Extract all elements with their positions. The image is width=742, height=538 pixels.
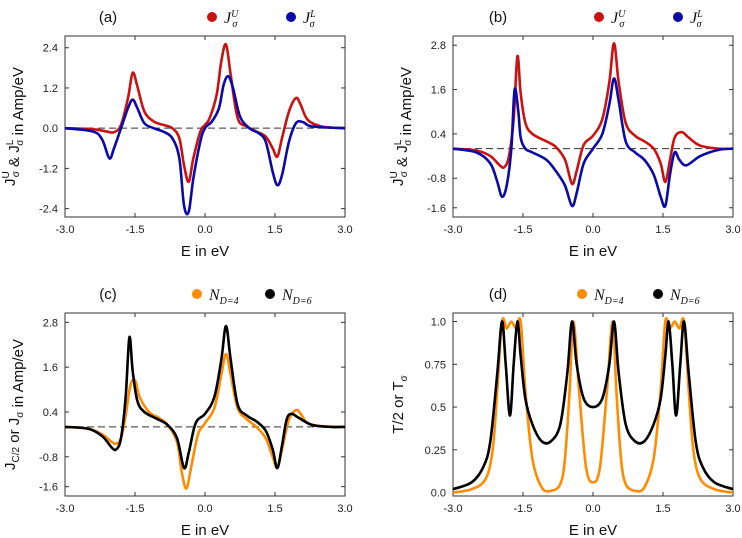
series-line-0 — [452, 316, 734, 494]
y-axis-label: JUσ & JLσ in Amp/eV — [389, 67, 415, 186]
series-line-1 — [64, 324, 346, 470]
y-tick-label: 0.0 — [431, 488, 446, 500]
plot-frame — [64, 312, 346, 497]
x-tick-label: 0.0 — [197, 503, 212, 515]
y-axis-label: JC/2 or Jσ in Amp/eV — [2, 339, 27, 470]
plot-frame — [452, 35, 734, 218]
x-tick-label: 1.5 — [267, 503, 282, 515]
x-tick-label: -1.5 — [126, 224, 145, 236]
legend-label-0: JU σ — [611, 9, 626, 30]
legend-label-1: ND=6 — [669, 287, 700, 307]
y-tick-label: -1.6 — [427, 203, 446, 215]
x-tick-label: -3.0 — [56, 224, 75, 236]
y-axis-label: JUσ & JLσ in Amp/eV — [1, 67, 27, 186]
series-line-1 — [452, 320, 734, 491]
series-line-0 — [64, 42, 346, 184]
x-tick-label: 0.0 — [197, 224, 212, 236]
y-tick-label: -2.4 — [39, 204, 58, 216]
x-tick-label: -3.0 — [444, 503, 463, 515]
legend-label-0: ND=4 — [208, 287, 239, 307]
y-axis-label: T/2 or Tσ — [390, 374, 410, 433]
y-tick-label: 1.2 — [43, 83, 58, 95]
x-tick-label: 0.0 — [585, 224, 600, 236]
legend-marker-1 — [265, 289, 275, 299]
panel-tag: (d) — [489, 286, 507, 303]
y-tick-label: 1.6 — [431, 85, 446, 97]
x-axis-label: E in eV — [181, 243, 229, 260]
x-tick-label: 3.0 — [337, 224, 352, 236]
x-tick-label: 1.5 — [267, 224, 282, 236]
x-tick-label: -3.0 — [56, 503, 75, 515]
legend-label-1: ND=6 — [281, 287, 312, 307]
x-tick-label: 1.5 — [655, 224, 670, 236]
y-tick-label: 2.8 — [431, 40, 446, 52]
panel-3: -3.0 -1.5 0.0 1.5 3.0 1.0 0.75 0.5 0.25 0.0 E in e… — [390, 286, 741, 538]
panel-tag: (c) — [99, 286, 117, 303]
legend-marker-0 — [594, 12, 604, 22]
legend-label-1: JL σ — [303, 9, 316, 30]
legend-label-1: JL σ — [690, 9, 703, 30]
legend-marker-1 — [286, 12, 296, 22]
panel-0: -3.0 -1.5 0.0 1.5 3.0 2.4 1.2 0.0 -1.2 -2.4 E in e… — [1, 9, 353, 260]
legend-marker-0 — [207, 12, 217, 22]
y-tick-label: -1.6 — [39, 482, 58, 494]
panel-tag: (b) — [489, 9, 507, 26]
y-tick-label: 0.75 — [425, 359, 446, 371]
x-tick-label: 0.0 — [585, 503, 600, 515]
x-axis-label: E in eV — [569, 243, 617, 260]
panel-tag: (a) — [99, 9, 117, 26]
x-axis-label: E in eV — [181, 522, 229, 538]
legend-marker-1 — [653, 289, 663, 299]
y-tick-label: -0.8 — [427, 173, 446, 185]
y-tick-label: 0.5 — [431, 402, 446, 414]
y-tick-label: 0.4 — [43, 407, 58, 419]
y-tick-label: -0.8 — [39, 452, 58, 464]
legend-label-0: ND=4 — [593, 287, 624, 307]
x-tick-label: 3.0 — [337, 503, 352, 515]
legend-marker-0 — [577, 289, 587, 299]
y-tick-label: 2.8 — [43, 317, 58, 329]
y-tick-label: 1.0 — [431, 317, 446, 329]
series-line-1 — [64, 74, 346, 216]
legend-marker-0 — [192, 289, 202, 299]
series-line-1 — [452, 77, 734, 209]
y-tick-label: 2.4 — [43, 43, 58, 55]
x-tick-label: -3.0 — [444, 224, 463, 236]
x-tick-label: 3.0 — [725, 503, 740, 515]
panel-2: -3.0 -1.5 0.0 1.5 3.0 2.8 1.6 0.4 -0.8 -1.6 E in e… — [2, 286, 353, 538]
y-tick-label: 0.25 — [425, 445, 446, 457]
x-axis-label: E in eV — [569, 522, 617, 538]
legend-marker-1 — [673, 12, 683, 22]
x-tick-label: 3.0 — [725, 224, 740, 236]
panel-1: -3.0 -1.5 0.0 1.5 3.0 2.8 1.6 0.4 -0.8 -1.6 E in e… — [389, 9, 741, 260]
x-tick-label: -1.5 — [126, 503, 145, 515]
y-tick-label: 0.4 — [431, 129, 446, 141]
x-tick-label: -1.5 — [514, 503, 533, 515]
y-tick-label: 0.0 — [43, 123, 58, 135]
x-tick-label: -1.5 — [514, 224, 533, 236]
y-tick-label: -1.2 — [39, 163, 58, 175]
legend-label-0: JU σ — [224, 9, 239, 30]
x-tick-label: 1.5 — [655, 503, 670, 515]
y-tick-label: 1.6 — [43, 362, 58, 374]
